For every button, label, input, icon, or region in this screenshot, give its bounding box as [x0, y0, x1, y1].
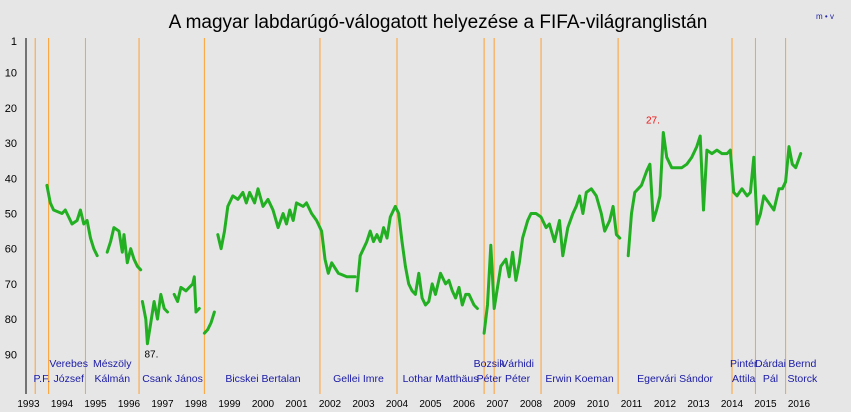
coach-name: József [54, 373, 84, 385]
x-axis-ticks: 1993 1994 1995 1996 1997 1998 1999 2000 2001 2002… [17, 399, 810, 410]
coach-name: Péter [477, 373, 503, 385]
x-tick-label: 2000 [252, 399, 275, 410]
ranking-line-segment [626, 131, 803, 258]
corner-label: m • v [816, 12, 834, 21]
y-tick-label: 90 [5, 349, 17, 361]
x-tick-label: 2014 [721, 399, 744, 410]
coach-name: Csank János [142, 373, 203, 385]
coach-name: Pál [763, 373, 778, 385]
coach-labels: P.F. Verebes József Mészöly Kálmán Csank Jáno… [34, 358, 818, 385]
ranking-line-segment [202, 310, 216, 335]
x-tick-label: 2008 [520, 399, 543, 410]
x-tick-label: 2004 [386, 399, 409, 410]
x-tick-label: 1997 [151, 399, 174, 410]
ranking-line-segment [140, 292, 169, 346]
coach-name: Péter [505, 373, 531, 385]
coach-name: Bicskei Bertalan [225, 373, 300, 385]
y-tick-label: 80 [5, 314, 17, 326]
coach-name: Lothar Matthäus [403, 373, 479, 385]
annotations: 87. 27. [144, 116, 659, 361]
y-tick-label: 50 [5, 208, 17, 220]
x-tick-label: 2015 [754, 399, 777, 410]
coach-name: Attila [732, 373, 756, 385]
x-tick-label: 1994 [51, 399, 74, 410]
y-tick-label: 10 [5, 68, 17, 80]
coach-name: Bernd [788, 358, 816, 370]
coach-name: Pintér [730, 358, 758, 370]
x-tick-label: 1996 [118, 399, 141, 410]
chart-title: A magyar labdarúgó-válogatott helyezése … [169, 12, 708, 33]
ranking-line-segment [172, 275, 201, 314]
x-tick-label: 2013 [687, 399, 710, 410]
y-tick-label: 20 [5, 103, 17, 115]
coach-name: Mészöly [93, 358, 132, 370]
coach-name: Bozsik [474, 358, 506, 370]
y-tick-label: 1 [11, 36, 17, 48]
coach-name: Egervári Sándor [637, 373, 713, 385]
x-tick-label: 1999 [218, 399, 241, 410]
x-tick-label: 2016 [788, 399, 811, 410]
x-tick-label: 2002 [319, 399, 342, 410]
coach-name: Storck [787, 373, 818, 385]
x-tick-label: 2011 [621, 399, 643, 410]
coach-name: Várhidi [501, 358, 534, 370]
x-tick-label: 2010 [587, 399, 610, 410]
ranking-line-segment [105, 226, 143, 272]
x-tick-label: 1995 [84, 399, 107, 410]
coach-name: Verebes [49, 358, 88, 370]
x-tick-label: 2012 [654, 399, 677, 410]
coach-name: Dárdai [755, 358, 786, 370]
x-tick-label: 1993 [17, 399, 40, 410]
worst-rank-label: 87. [144, 350, 158, 361]
y-tick-label: 30 [5, 138, 17, 150]
ranking-series [45, 131, 803, 346]
x-tick-label: 2007 [486, 399, 509, 410]
x-tick-label: 2009 [553, 399, 576, 410]
coach-name: Gellei Imre [333, 373, 384, 385]
ranking-line-segment [216, 187, 357, 279]
ranking-line-segment [355, 204, 479, 310]
y-tick-label: 40 [5, 173, 17, 185]
best-rank-label: 27. [646, 116, 660, 127]
coach-name: Kálmán [94, 373, 130, 385]
y-tick-label: 70 [5, 279, 17, 291]
x-tick-label: 2005 [419, 399, 442, 410]
ranking-line-segment [482, 187, 622, 335]
x-tick-label: 2006 [453, 399, 476, 410]
coach-name: P.F. [34, 373, 51, 385]
x-tick-label: 1998 [185, 399, 208, 410]
y-tick-label: 60 [5, 244, 17, 256]
coach-name: Erwin Koeman [545, 373, 613, 385]
y-axis-ticks: 1 10 20 30 40 50 60 70 80 90 [5, 36, 17, 361]
x-tick-label: 2003 [352, 399, 375, 410]
ranking-line-segment [45, 183, 99, 258]
x-tick-label: 2001 [285, 399, 308, 410]
